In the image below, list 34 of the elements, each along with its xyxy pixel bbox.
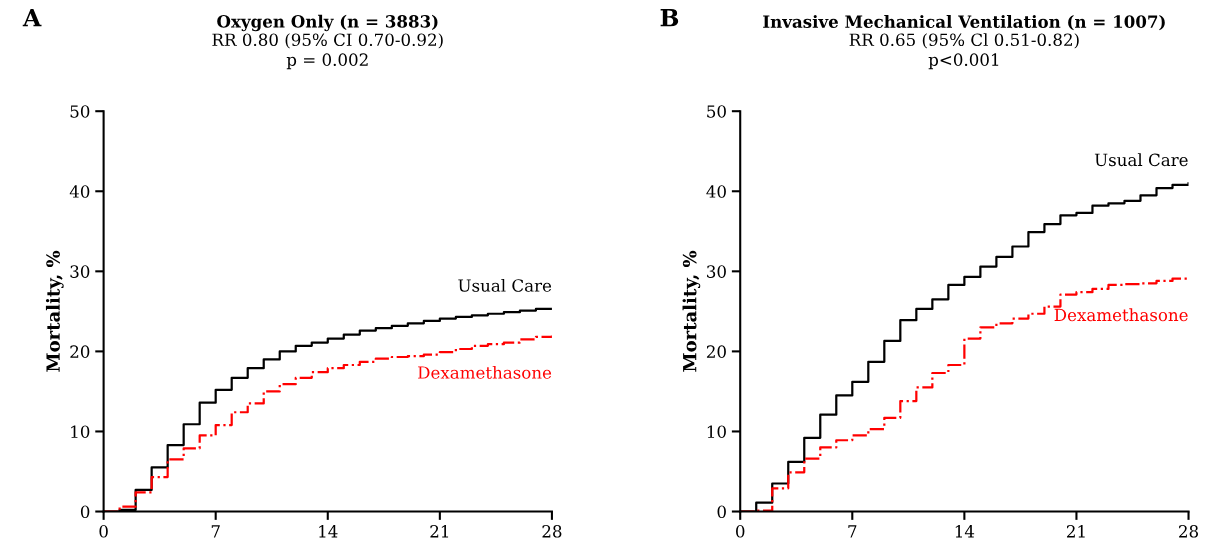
text: A <box>22 9 42 27</box>
y-axis-title: Mortality, % <box>682 250 701 372</box>
y-tick-label: 0 <box>80 505 90 519</box>
y-axis-title: Mortality, % <box>45 250 64 372</box>
x-tick-label: 21 <box>1066 525 1085 538</box>
y-tick-label: 10 <box>707 425 726 439</box>
x-tick-label: 14 <box>955 525 975 538</box>
x-tick-label: 28 <box>542 525 562 538</box>
x-tick-label: 0 <box>736 525 745 538</box>
chart-subtitle: RR 0.80 (95% CI 0.70-0.92) p = 0.002 <box>212 33 443 70</box>
series-label: Dexamethasone <box>1054 308 1188 322</box>
x-tick-label: 0 <box>99 525 108 538</box>
y-tick-label: 40 <box>706 185 726 198</box>
y-tick-label: 50 <box>70 105 90 118</box>
x-tick-label: 7 <box>211 525 220 538</box>
y-tick-label: 10 <box>71 425 90 439</box>
x-tick-label: 14 <box>319 525 338 538</box>
text: B <box>660 9 679 27</box>
y-tick-label: 20 <box>70 345 90 358</box>
chart-subtitle: RR 0.65 (95% Cl 0.51-0.82) p<0.001 <box>849 33 1079 70</box>
y-tick-label: 40 <box>69 185 90 198</box>
series-label: Dexamethasone <box>418 365 552 379</box>
y-tick-label: 0 <box>717 505 726 519</box>
x-tick-label: 7 <box>848 525 857 538</box>
y-tick-label: 50 <box>707 105 726 118</box>
series-label: Usual Care <box>458 278 552 292</box>
series-label: Usual Care <box>1094 153 1188 167</box>
y-tick-label: 30 <box>70 265 90 278</box>
x-tick-label: 21 <box>430 525 449 538</box>
y-tick-label: 30 <box>707 265 726 278</box>
chart-title: Oxygen Only (n = 3883) <box>217 14 438 32</box>
y-tick-label: 20 <box>706 345 726 358</box>
x-tick-label: 28 <box>1179 525 1199 538</box>
chart-title: Invasive Mechanical Ventilation (n = 1007) <box>763 15 1165 31</box>
